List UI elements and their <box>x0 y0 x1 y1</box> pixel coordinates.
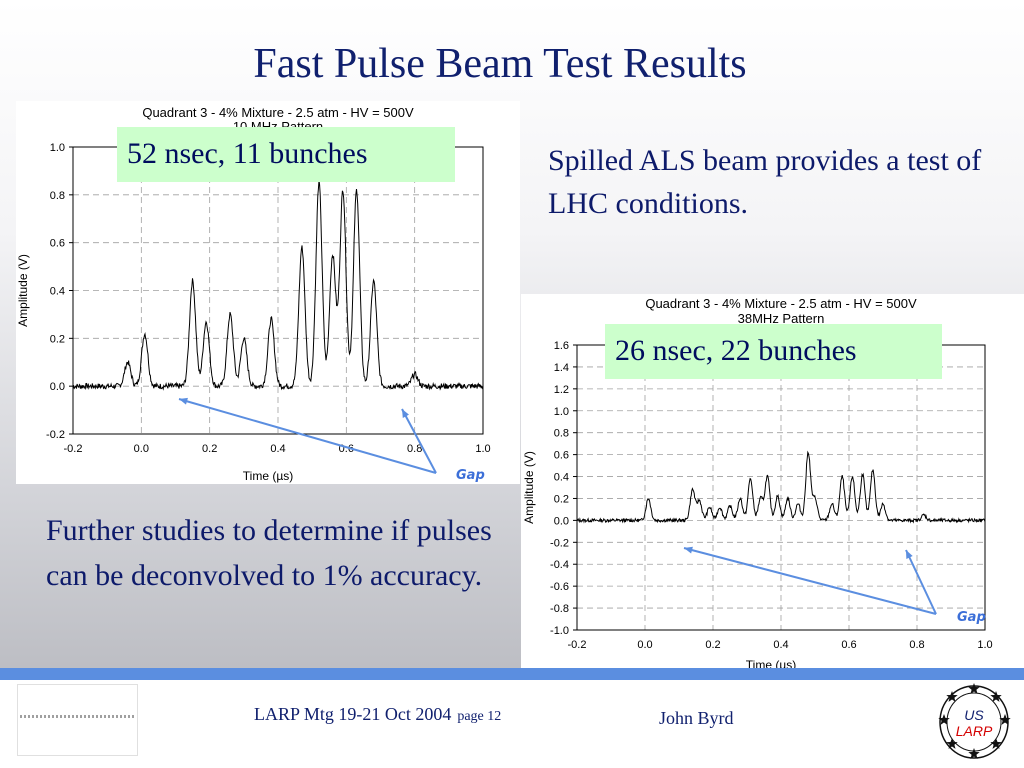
callout-26nsec: 26 nsec, 22 bunches <box>605 324 942 379</box>
signal-trace <box>72 180 484 391</box>
signal-trace <box>576 450 986 524</box>
footer-meeting-label: LARP Mtg 19-21 Oct 2004 <box>254 704 452 724</box>
y-tick-label: 1.2 <box>554 384 569 396</box>
x-tick-label: 0.4 <box>270 443 285 455</box>
logo-star-icon <box>968 748 980 759</box>
logo-star-icon <box>990 691 1002 702</box>
x-tick-label: 0.8 <box>909 639 924 651</box>
logo-text-us: US <box>964 707 984 723</box>
summary-text: Spilled ALS beam provides a test of LHC … <box>548 144 982 220</box>
chart-title: Quadrant 3 - 4% Mixture - 2.5 atm - HV =… <box>142 105 414 120</box>
x-tick-label: 0.0 <box>637 639 652 651</box>
y-tick-label: 0.6 <box>50 238 65 250</box>
y-tick-label: 0.4 <box>50 286 65 298</box>
y-tick-label: 0.4 <box>554 472 569 484</box>
y-tick-label: 0.2 <box>554 493 569 505</box>
y-tick-label: -0.4 <box>550 559 569 571</box>
logo-star-icon <box>968 683 980 694</box>
gap-arrowhead <box>684 546 693 554</box>
gap-arrowhead <box>402 409 409 418</box>
x-tick-label: 0.2 <box>202 443 217 455</box>
gap-arrow <box>905 549 937 615</box>
x-axis-label: Time (µs) <box>243 469 293 483</box>
y-tick-label: -0.6 <box>550 581 569 593</box>
logo-star-icon <box>946 738 958 749</box>
x-tick-label: 0.8 <box>407 443 422 455</box>
footer-accent-bar <box>0 668 1024 680</box>
y-tick-label: 1.4 <box>554 362 569 374</box>
y-tick-label: 0.0 <box>554 515 569 527</box>
y-tick-label: -0.2 <box>550 537 569 549</box>
gap-arrow <box>401 408 437 474</box>
chart-title: Quadrant 3 - 4% Mixture - 2.5 atm - HV =… <box>645 296 917 311</box>
footer-page-number: page 12 <box>457 709 502 724</box>
y-tick-label: 0.8 <box>554 428 569 440</box>
gap-arrowhead <box>906 550 913 559</box>
callout-52nsec: 52 nsec, 11 bunches <box>117 127 455 182</box>
y-tick-label: 0.8 <box>50 190 65 202</box>
gap-label: Gap <box>957 610 986 625</box>
x-tick-label: -0.2 <box>568 639 587 651</box>
gap-arrow <box>683 547 937 615</box>
x-tick-label: 1.0 <box>977 639 992 651</box>
logo-star-icon <box>990 738 1002 749</box>
gap-label: Gap <box>456 468 485 483</box>
y-tick-label: 1.6 <box>554 340 569 352</box>
logo-star-icon <box>999 714 1011 725</box>
x-tick-label: 1.0 <box>475 443 490 455</box>
y-tick-label: -0.8 <box>550 603 569 615</box>
logo-stars <box>938 683 1011 759</box>
y-tick-label: 1.0 <box>50 142 65 154</box>
x-tick-label: 0.4 <box>773 639 788 651</box>
y-tick-label: -1.0 <box>550 625 569 637</box>
footer-left-logo <box>17 684 138 756</box>
y-tick-label: 0.2 <box>50 333 65 345</box>
footer-meeting: LARP Mtg 19-21 Oct 2004 page 12 <box>254 704 501 725</box>
y-axis-label: Amplitude (V) <box>16 254 30 327</box>
logo-fine-print <box>20 715 135 718</box>
y-tick-label: 0.6 <box>554 450 569 462</box>
x-tick-label: 0.0 <box>134 443 149 455</box>
y-tick-label: 1.0 <box>554 406 569 418</box>
y-tick-label: 0.0 <box>50 381 65 393</box>
x-tick-label: 0.2 <box>705 639 720 651</box>
slide-title: Fast Pulse Beam Test Results <box>253 41 747 87</box>
y-axis-label: Amplitude (V) <box>522 451 536 524</box>
x-tick-label: -0.2 <box>64 443 83 455</box>
logo-star-icon <box>946 691 958 702</box>
x-tick-label: 0.6 <box>841 639 856 651</box>
footer-author: John Byrd <box>659 708 734 728</box>
chart-subtitle: 38MHz Pattern <box>738 311 825 326</box>
gap-arrow <box>178 398 437 474</box>
y-tick-label: -0.2 <box>46 429 65 441</box>
logo-text-larp: LARP <box>956 723 993 739</box>
us-larp-logo: US LARP <box>938 683 1011 759</box>
footer <box>0 680 1024 768</box>
further-studies-text: Further studies to determine if pulses c… <box>46 514 492 592</box>
logo-star-icon <box>938 714 950 725</box>
gap-arrowhead <box>179 397 188 405</box>
